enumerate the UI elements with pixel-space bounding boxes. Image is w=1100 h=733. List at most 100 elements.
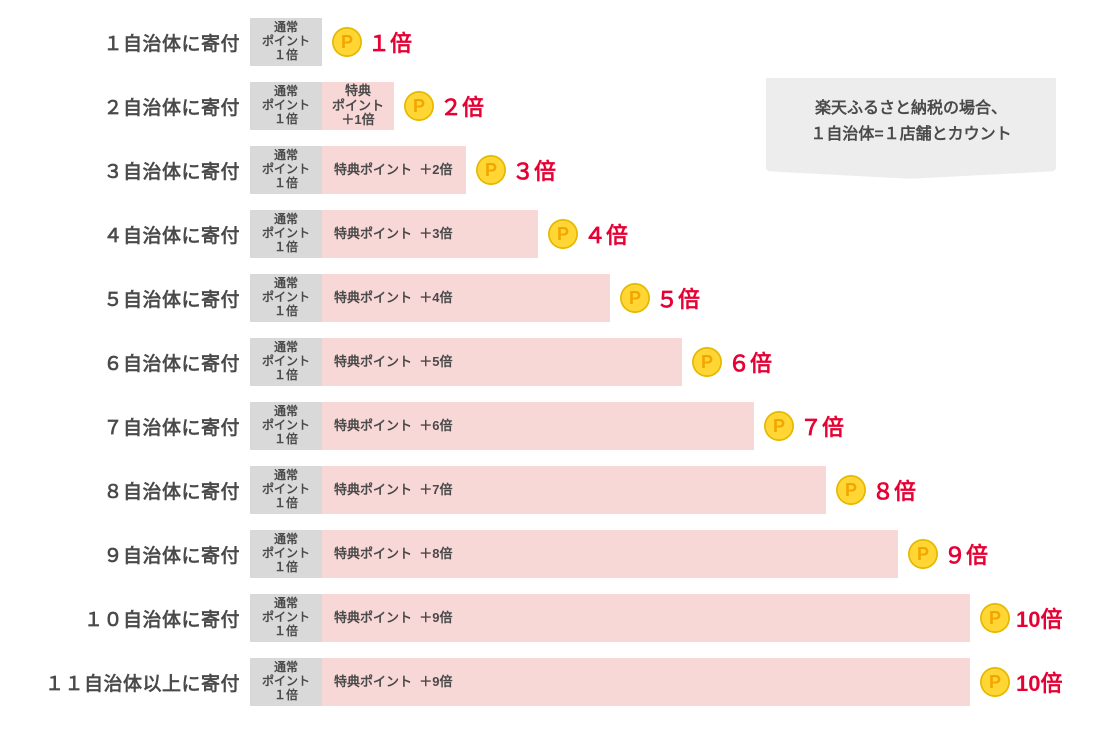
bar-wrap: 通常ポイント１倍特典ポイント ＋4倍 P５倍	[250, 274, 700, 322]
bar-wrap: 通常ポイント１倍特典ポイント＋1倍P２倍	[250, 82, 484, 130]
bonus-text: 特典ポイント ＋7倍	[334, 483, 452, 498]
point-coin-icon: P	[548, 219, 578, 249]
base-line: １倍	[274, 177, 298, 191]
base-line: １倍	[274, 49, 298, 63]
base-line: １倍	[274, 625, 298, 639]
multiplier-label: １倍	[368, 26, 412, 58]
point-coin-icon: P	[332, 27, 362, 57]
base-block: 通常ポイント１倍	[250, 530, 322, 578]
bar-wrap: 通常ポイント１倍特典ポイント ＋2倍 P３倍	[250, 146, 556, 194]
row-label: ３自治体に寄付	[20, 157, 250, 184]
chart-row: ５自治体に寄付通常ポイント１倍特典ポイント ＋4倍 P５倍	[20, 274, 1080, 322]
bonus-block: 特典ポイント ＋7倍	[322, 466, 826, 514]
multiplier-label: 10倍	[1016, 602, 1062, 634]
point-coin-icon: P	[980, 667, 1010, 697]
base-line: ポイント	[262, 35, 310, 49]
bonus-text: 特典	[345, 84, 371, 99]
point-coin-icon: P	[764, 411, 794, 441]
bar-wrap: 通常ポイント１倍P１倍	[250, 18, 412, 66]
multiplier-label: ３倍	[512, 154, 556, 186]
chart-row: ４自治体に寄付通常ポイント１倍特典ポイント ＋3倍 P４倍	[20, 210, 1080, 258]
note-line1: 楽天ふるさと納税の場合、	[815, 100, 1007, 117]
base-line: １倍	[274, 561, 298, 575]
chart-row: １１自治体以上に寄付通常ポイント１倍特典ポイント ＋9倍 P10倍	[20, 658, 1080, 706]
row-label: １１自治体以上に寄付	[20, 669, 250, 696]
note-tag: 楽天ふるさと納税の場合、 １自治体=１店舗とカウント	[766, 78, 1056, 169]
base-block: 通常ポイント１倍	[250, 274, 322, 322]
base-block: 通常ポイント１倍	[250, 338, 322, 386]
base-line: １倍	[274, 689, 298, 703]
base-line: ポイント	[262, 163, 310, 177]
bonus-text: 特典ポイント ＋2倍	[334, 163, 452, 178]
base-line: ポイント	[262, 99, 310, 113]
point-coin-icon: P	[980, 603, 1010, 633]
base-line: ポイント	[262, 419, 310, 433]
base-line: ポイント	[262, 547, 310, 561]
multiplier-label: ４倍	[584, 218, 628, 250]
row-label: ５自治体に寄付	[20, 285, 250, 312]
bonus-block: 特典ポイント ＋9倍	[322, 658, 970, 706]
bonus-block: 特典ポイント＋1倍	[322, 82, 394, 130]
base-line: ポイント	[262, 611, 310, 625]
bonus-text: 特典ポイント ＋8倍	[334, 547, 452, 562]
bar-wrap: 通常ポイント１倍特典ポイント ＋7倍P８倍	[250, 466, 916, 514]
bonus-block: 特典ポイント ＋2倍	[322, 146, 466, 194]
multiplier-label: ５倍	[656, 282, 700, 314]
base-line: １倍	[274, 113, 298, 127]
bonus-text: 特典ポイント ＋5倍	[334, 355, 452, 370]
multiplier-label: 10倍	[1016, 666, 1062, 698]
base-block: 通常ポイント１倍	[250, 18, 322, 66]
bonus-block: 特典ポイント ＋5倍	[322, 338, 682, 386]
bonus-text: 特典ポイント ＋9倍	[334, 611, 452, 626]
bar-wrap: 通常ポイント１倍特典ポイント ＋6倍P７倍	[250, 402, 844, 450]
bonus-text: 特典ポイント ＋9倍	[334, 675, 452, 690]
row-label: ９自治体に寄付	[20, 541, 250, 568]
bar-wrap: 通常ポイント１倍特典ポイント ＋9倍 P10倍	[250, 658, 1062, 706]
bonus-text: 特典ポイント ＋4倍	[334, 291, 452, 306]
base-line: ポイント	[262, 483, 310, 497]
base-block: 通常ポイント１倍	[250, 594, 322, 642]
multiplier-label: ９倍	[944, 538, 988, 570]
row-label: １０自治体に寄付	[20, 605, 250, 632]
bonus-block: 特典ポイント ＋8倍	[322, 530, 898, 578]
row-label: ４自治体に寄付	[20, 221, 250, 248]
chart-row: １自治体に寄付通常ポイント１倍P１倍	[20, 18, 1080, 66]
base-line: １倍	[274, 497, 298, 511]
base-block: 通常ポイント１倍	[250, 658, 322, 706]
row-label: ６自治体に寄付	[20, 349, 250, 376]
base-block: 通常ポイント１倍	[250, 466, 322, 514]
bonus-text: ポイント	[332, 99, 384, 114]
base-line: １倍	[274, 433, 298, 447]
chart-row: ９自治体に寄付通常ポイント１倍特典ポイント ＋8倍 P９倍	[20, 530, 1080, 578]
bar-wrap: 通常ポイント１倍特典ポイント ＋5倍P６倍	[250, 338, 772, 386]
base-line: ポイント	[262, 291, 310, 305]
point-coin-icon: P	[476, 155, 506, 185]
base-block: 通常ポイント１倍	[250, 210, 322, 258]
base-line: １倍	[274, 305, 298, 319]
base-line: １倍	[274, 369, 298, 383]
bonus-block: 特典ポイント ＋4倍	[322, 274, 610, 322]
bar-wrap: 通常ポイント１倍特典ポイント ＋9倍 P10倍	[250, 594, 1062, 642]
multiplier-label: ２倍	[440, 90, 484, 122]
point-coin-icon: P	[908, 539, 938, 569]
row-label: ２自治体に寄付	[20, 93, 250, 120]
point-coin-icon: P	[692, 347, 722, 377]
point-coin-icon: P	[620, 283, 650, 313]
chart-row: ８自治体に寄付通常ポイント１倍特典ポイント ＋7倍P８倍	[20, 466, 1080, 514]
bar-wrap: 通常ポイント１倍特典ポイント ＋8倍 P９倍	[250, 530, 988, 578]
bonus-text: 特典ポイント ＋3倍	[334, 227, 452, 242]
base-line: ポイント	[262, 227, 310, 241]
chart-row: １０自治体に寄付通常ポイント１倍特典ポイント ＋9倍 P10倍	[20, 594, 1080, 642]
bonus-text: 特典ポイント ＋6倍	[334, 419, 452, 434]
base-block: 通常ポイント１倍	[250, 402, 322, 450]
bonus-block: 特典ポイント ＋3倍	[322, 210, 538, 258]
bonus-text: ＋1倍	[341, 113, 374, 128]
point-coin-icon: P	[404, 91, 434, 121]
base-block: 通常ポイント１倍	[250, 146, 322, 194]
base-line: ポイント	[262, 675, 310, 689]
base-line: ポイント	[262, 355, 310, 369]
bar-wrap: 通常ポイント１倍特典ポイント ＋3倍 P４倍	[250, 210, 628, 258]
base-block: 通常ポイント１倍	[250, 82, 322, 130]
multiplier-label: ８倍	[872, 474, 916, 506]
chart-row: ６自治体に寄付通常ポイント１倍特典ポイント ＋5倍P６倍	[20, 338, 1080, 386]
